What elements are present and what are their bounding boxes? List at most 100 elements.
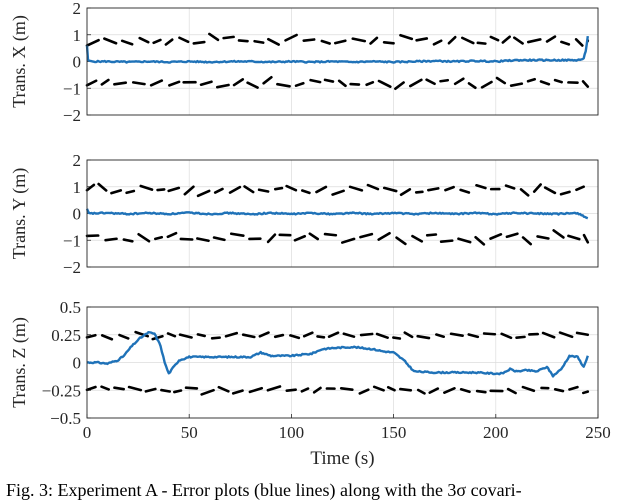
covariance-bound-segment [545,35,557,43]
covariance-bound-segment [552,229,565,239]
covariance-bound-segment [212,236,226,242]
covariance-bound-segment [243,185,255,194]
covariance-bound-segment [460,36,475,45]
covariance-bound-segment [196,237,210,243]
covariance-bound-segment [210,336,221,340]
covariance-bound-segment [394,81,405,91]
covariance-bound-segment [427,187,440,192]
covariance-bound-segment [553,78,563,84]
covariance-bound-segment [222,35,235,40]
covariance-bound-segment [166,231,178,239]
covariance-bound-segment [152,38,162,45]
covariance-bound-segment [100,78,110,86]
covariance-bound-segment [333,39,347,45]
y-axis-label: Trans. X (m) [9,15,30,108]
y-tick-label: 2 [73,151,82,170]
covariance-bound-segment [341,237,356,244]
covariance-bound-segment [568,385,579,391]
covariance-bound-segment [248,386,264,394]
covariance-bound-segment [160,388,171,393]
covariance-bound-segment [300,387,310,393]
plot-frame [86,306,599,419]
covariance-bound-segment [231,389,244,395]
covariance-bound-segment [474,235,486,246]
y-tick-label: 0 [73,53,82,72]
covariance-bound-segment [144,387,157,393]
covariance-bound-segment [521,236,533,246]
covariance-bound-segment [495,76,507,85]
covariance-bound-segment [543,186,557,195]
covariance-bound-segment [489,233,503,240]
covariance-bound-segment [582,233,590,244]
covariance-bound-segment [475,389,487,394]
covariance-bound-segment [447,35,457,45]
covariance-bound-segment [166,332,177,338]
covariance-bound-segment [489,35,500,42]
covariance-bound-segment [246,81,259,89]
covariance-bound-segment [103,37,118,45]
covariance-bound-segment [395,236,407,246]
covariance-bound-segment [125,189,136,195]
covariance-bound-segment [449,332,464,338]
covariance-bound-segment [104,237,118,242]
covariance-bound-segment [372,385,385,392]
covariance-bound-segment [228,185,242,194]
covariance-bound-segment [399,33,414,41]
covariance-bound-segment [382,186,398,193]
covariance-bound-segment [416,388,426,395]
covariance-bound-segment [110,189,123,195]
covariance-bound-segment [509,82,524,87]
x-tick-label: 150 [381,423,407,442]
covariance-bound-segment [273,186,284,191]
covariance-bound-segment [399,387,413,392]
covariance-bound-segment [309,78,322,84]
covariance-bound-segment [113,81,128,86]
covariance-bound-segment [505,232,519,239]
covariance-bound-segment [232,78,245,87]
covariance-bound-segment [366,183,380,191]
covariance-bound-segment [100,385,110,391]
y-tick-label: 0 [73,205,82,224]
y-axis-label: Trans. Z (m) [9,317,30,408]
x-tick-label: 50 [181,423,198,442]
y-axis-label: Trans. Y (m) [9,168,30,260]
covariance-bound-segment [369,36,379,45]
covariance-bound-segment [337,79,347,88]
covariance-bound-segment [323,232,338,237]
covariance-bound-segment [183,185,195,196]
covariance-bound-segment [500,332,513,340]
covariance-bound-segment [513,36,524,45]
covariance-bound-segment [581,390,590,395]
covariance-bound-segment [266,385,282,392]
covariance-bound-segment [501,35,511,44]
figure-caption: Fig. 3: Experiment A - Error plots (blue… [6,480,522,501]
covariance-bound-segment [515,335,526,340]
covariance-bound-segment [323,78,335,83]
covariance-bound-segment [224,331,239,338]
covariance-bound-segment [432,39,443,46]
covariance-bound-segment [553,388,565,393]
covariance-bound-segment [302,38,316,42]
covariance-bound-segment [467,333,480,339]
covariance-bound-segment [253,39,265,44]
covariance-bound-segment [302,331,314,338]
covariance-bound-segment [308,232,320,241]
covariance-bound-segment [392,336,402,340]
covariance-bound-segment [315,185,328,194]
covariance-bound-segment [134,330,150,338]
covariance-bound-segment [409,78,423,88]
covariance-bound-segment [168,80,181,87]
y-tick-label: −2 [63,106,81,125]
covariance-bound-segment [137,232,151,243]
covariance-bound-segment [411,234,424,243]
covariance-bound-segment [273,333,285,339]
y-tick-label: −1 [63,79,81,98]
covariance-bound-segment [539,80,551,86]
covariance-bound-segment [122,238,134,243]
subplot-1: 2 1 0 −1 −2 Trans. X (m) [9,0,599,125]
covariance-bound-segment [377,79,392,88]
y-tick-label: 1 [73,178,82,197]
covariance-bound-segment [351,37,367,43]
x-axis-label: Time (s) [310,448,374,469]
